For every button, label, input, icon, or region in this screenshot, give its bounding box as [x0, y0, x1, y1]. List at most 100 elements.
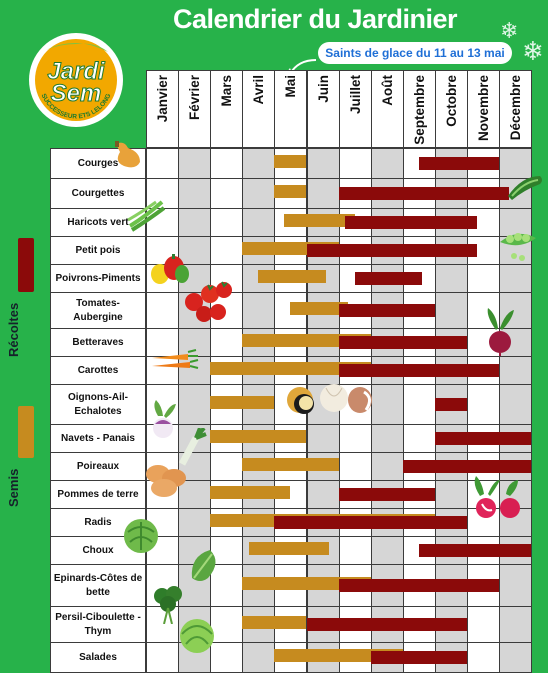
crop-label: Choux — [50, 536, 146, 565]
harvest-bar — [434, 398, 467, 411]
month-header: Avril — [242, 70, 276, 148]
harvest-bar — [338, 336, 467, 349]
harvest-legend-label: Récoltes — [6, 302, 21, 358]
calendar-cell — [146, 292, 180, 329]
calendar-cell — [178, 208, 212, 237]
crop-label: Tomates- Aubergine — [50, 292, 146, 329]
spinach-icon — [191, 550, 216, 581]
month-header: Septembre — [402, 70, 436, 148]
calendar-cell — [178, 148, 212, 179]
sowing-legend-swatch — [18, 406, 34, 458]
green-beans-icon — [127, 200, 166, 232]
month-header: Novembre — [467, 70, 501, 148]
calendar-cell — [338, 536, 372, 565]
sowing-bar — [258, 270, 326, 283]
month-label: Mai — [283, 75, 299, 98]
peppers-icon — [151, 254, 189, 284]
peas-icon — [500, 233, 536, 261]
calendar-cell — [178, 328, 212, 357]
calendar-cell — [210, 328, 244, 357]
calendar-cell — [402, 384, 436, 425]
calendar-cell — [499, 642, 533, 673]
harvest-bar — [338, 304, 435, 317]
calendar-cell — [499, 564, 533, 607]
sowing-bar — [284, 214, 355, 227]
sowing-bar — [242, 577, 371, 590]
sowing-bar — [248, 542, 329, 555]
calendar-cell — [210, 236, 244, 265]
calendar-cell — [370, 452, 404, 481]
calendar-cell — [370, 424, 404, 453]
calendar-cell — [402, 424, 436, 453]
sowing-legend-label: Semis — [6, 468, 21, 508]
harvest-bar — [354, 272, 423, 285]
leek-icon — [178, 428, 207, 466]
calendar-cell — [370, 148, 404, 179]
calendar-cell — [370, 536, 404, 565]
calendar-cell — [306, 178, 340, 209]
month-label: Février — [187, 75, 203, 121]
harvest-bar — [338, 187, 509, 200]
onion-garlic-icon — [287, 384, 372, 414]
month-label: Novembre — [476, 75, 492, 142]
calendar-cell — [306, 148, 340, 179]
month-header: Mai — [274, 70, 308, 148]
harvest-bar — [418, 157, 500, 170]
calendar-cell — [210, 178, 244, 209]
month-label: Décembre — [508, 75, 524, 141]
month-header: Décembre — [499, 70, 533, 148]
calendar-cell — [434, 264, 468, 293]
calendar-cell — [467, 606, 501, 643]
beetroot-icon — [487, 308, 514, 356]
crop-label: Poireaux — [50, 452, 146, 481]
calendar-cell — [434, 480, 468, 509]
calendar-cell — [210, 208, 244, 237]
harvest-bar — [434, 432, 532, 445]
crop-label: Petit pois — [50, 236, 146, 265]
month-label: Août — [379, 75, 395, 106]
harvest-bar — [274, 516, 467, 529]
crop-label: Persil-Ciboulette - Thym — [50, 606, 146, 643]
calendar-cell — [499, 606, 533, 643]
month-header: Février — [178, 70, 212, 148]
svg-text:Sem: Sem — [51, 80, 102, 107]
sowing-bar — [242, 458, 339, 471]
harvest-bar — [345, 216, 477, 229]
crop-label: Epinards-Côtes de bette — [50, 564, 146, 607]
sowing-bar — [274, 155, 307, 168]
harvest-legend-swatch — [18, 238, 34, 292]
calendar-cell — [210, 452, 244, 481]
jardisem-logo: Jardi Sem SUCCESSEUR ETS LELONG — [29, 33, 123, 127]
calendar-cell — [242, 292, 276, 329]
calendar-cell — [242, 178, 276, 209]
crop-label: Oignons-Ail- Echalotes — [50, 384, 146, 425]
month-label: Juin — [315, 75, 331, 103]
sowing-bar — [274, 185, 307, 198]
crop-label: Courgettes — [50, 178, 146, 209]
calendar-cell — [242, 208, 276, 237]
month-label: Mars — [219, 75, 235, 107]
crop-label: Betteraves — [50, 328, 146, 357]
harvest-bar — [338, 579, 500, 592]
sowing-bar — [210, 430, 307, 443]
harvest-bar — [418, 544, 532, 557]
calendar-cell — [434, 292, 468, 329]
crop-label: Poivrons-Piments — [50, 264, 146, 293]
crop-label: Pommes de terre — [50, 480, 146, 509]
harvest-bar — [306, 618, 467, 631]
radishes-icon — [474, 476, 520, 518]
month-header: Mars — [210, 70, 244, 148]
calendar-cell — [467, 384, 501, 425]
snowflake-icon: ❄ — [522, 36, 544, 66]
carrots-icon — [152, 349, 199, 369]
svg-text:Jardi: Jardi — [47, 58, 106, 85]
month-header: Octobre — [434, 70, 468, 148]
calendar-cell — [338, 148, 372, 179]
lettuce-icon — [180, 619, 214, 653]
sowing-bar — [242, 616, 307, 629]
calendar-cell — [178, 384, 212, 425]
calendar-cell — [146, 328, 180, 357]
harvest-bar — [306, 244, 477, 257]
calendar-cell — [338, 452, 372, 481]
calendar-cell — [467, 264, 501, 293]
